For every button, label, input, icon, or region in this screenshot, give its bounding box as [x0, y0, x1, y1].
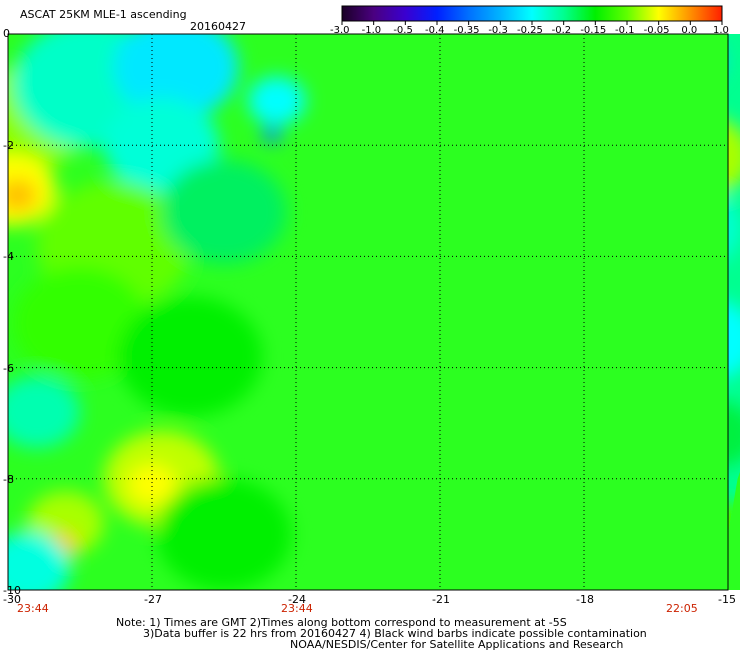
longitude-label: -21 — [432, 593, 450, 606]
field-patch — [113, 34, 239, 120]
colorbar — [341, 5, 723, 25]
colorbar-label: -0.5 — [393, 25, 413, 36]
field-patch — [156, 478, 292, 590]
colorbar-label: -0.05 — [643, 25, 670, 36]
latitude-label: -10 — [3, 584, 21, 597]
map-date: 20160427 — [190, 20, 246, 33]
field-patch — [247, 76, 306, 125]
colorbar-label: -0.4 — [425, 25, 445, 36]
colorbar-label: 0.0 — [681, 25, 698, 36]
pass-time-label: 22:05 — [666, 602, 698, 615]
latitude-label: -8 — [3, 472, 14, 486]
colorbar-label: -0.2 — [551, 25, 572, 36]
colorbar-label: -0.35 — [453, 25, 480, 36]
colorbar-label: -3.0 — [330, 25, 350, 36]
pass-time-label: 23:44 — [281, 602, 313, 615]
colorbar-label: -0.3 — [488, 25, 508, 36]
map-title: ASCAT 25KM MLE-1 ascending — [20, 8, 187, 21]
field-patch — [728, 299, 740, 380]
field-patch — [8, 531, 71, 590]
latitude-label: -2 — [3, 139, 14, 153]
note-line-3: NOAA/NESDIS/Center for Satellite Applica… — [290, 638, 624, 651]
field-patch — [12, 267, 148, 380]
longitude-label: -30 — [3, 593, 21, 606]
latitude-label: -6 — [3, 361, 14, 375]
latitude-label: -4 — [3, 250, 14, 264]
colorbar-gradient — [341, 5, 723, 22]
colorbar-label: -0.25 — [517, 25, 543, 36]
field-patch — [8, 376, 80, 449]
field-patch — [728, 402, 740, 467]
note-line-2: 3)Data buffer is 22 hrs from 20160427 4)… — [143, 627, 647, 640]
field-patch — [118, 296, 263, 417]
colorbar-label: -1.0 — [361, 25, 382, 36]
note-line-1: Note: 1) Times are GMT 2)Times along bot… — [116, 616, 567, 629]
longitude-label: -18 — [576, 593, 594, 606]
longitude-label: -15 — [718, 593, 736, 606]
pass-time-label: 23:44 — [17, 602, 49, 615]
latitude-label: 0 — [3, 27, 10, 40]
field-patch — [8, 179, 37, 212]
colorbar-label: -0.1 — [615, 25, 635, 36]
colorbar-label: 1.0 — [713, 25, 729, 36]
field-patch — [161, 159, 287, 264]
longitude-label: -27 — [144, 593, 162, 606]
longitude-label: -24 — [288, 593, 306, 606]
field-patch — [128, 464, 176, 505]
colorbar-label: -0.15 — [580, 25, 607, 36]
field-patch — [262, 126, 282, 143]
map-frame — [7, 33, 729, 591]
